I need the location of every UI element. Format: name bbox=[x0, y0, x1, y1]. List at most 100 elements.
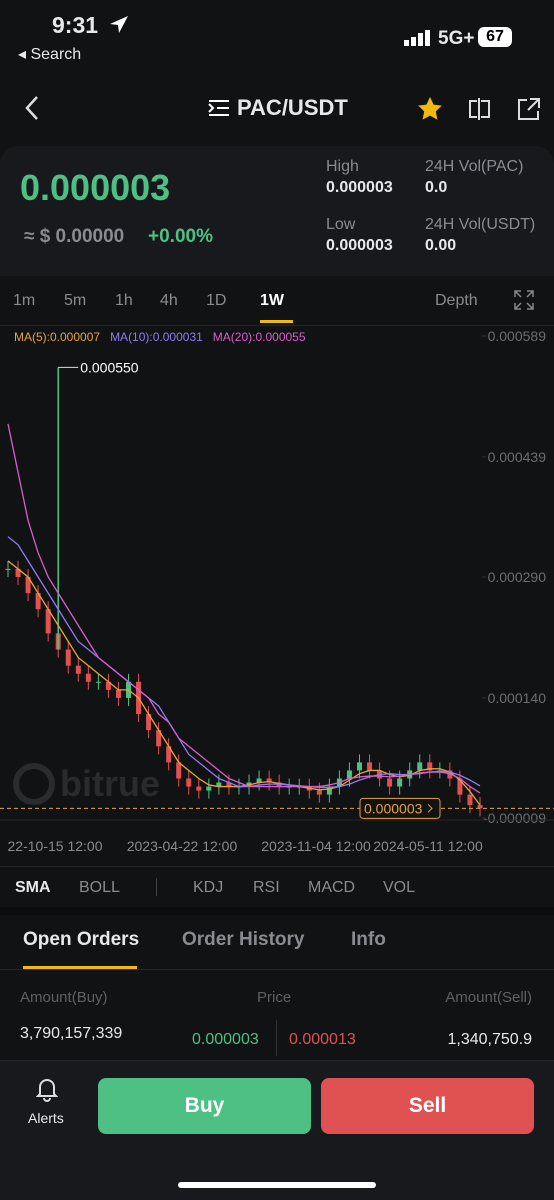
candle bbox=[346, 770, 352, 779]
candle bbox=[467, 794, 473, 806]
last-price-box bbox=[359, 797, 441, 819]
candle bbox=[196, 786, 202, 791]
candle bbox=[457, 778, 463, 795]
candle bbox=[427, 762, 433, 771]
last-price: 0.000003 bbox=[20, 167, 171, 208]
menu-icon[interactable] bbox=[207, 98, 231, 118]
back-app-label: Search bbox=[30, 46, 82, 63]
candle bbox=[447, 770, 453, 779]
high-value: 0.000003 bbox=[326, 179, 393, 196]
candle bbox=[95, 681, 101, 683]
legend-entry: MA(20):0.000055 bbox=[213, 330, 306, 344]
bid-price: 0.000003 bbox=[192, 1031, 259, 1048]
candle bbox=[266, 778, 272, 783]
col-header: Amount(Buy) bbox=[20, 989, 108, 1006]
separator bbox=[276, 1020, 277, 1056]
separator bbox=[156, 878, 157, 896]
interval-tab[interactable]: 5m bbox=[64, 292, 87, 309]
candle bbox=[25, 577, 31, 594]
indicator-tab[interactable]: MACD bbox=[308, 879, 356, 896]
candle bbox=[387, 778, 393, 787]
candle bbox=[85, 673, 91, 682]
divider bbox=[0, 325, 554, 326]
usd-price: ≈ $ 0.00000 bbox=[24, 226, 125, 247]
last-price-arrow bbox=[427, 803, 433, 813]
pair-title: PAC/USDT bbox=[237, 95, 348, 120]
active-underline bbox=[23, 966, 137, 969]
home-indicator bbox=[178, 1182, 376, 1188]
back-button[interactable] bbox=[22, 94, 42, 122]
candle bbox=[256, 778, 262, 783]
low-label: Low bbox=[326, 216, 356, 233]
y-tick-label: 0.000589 bbox=[488, 328, 547, 344]
candle bbox=[356, 762, 362, 771]
candle bbox=[176, 762, 182, 779]
share-icon[interactable] bbox=[516, 96, 542, 122]
watermark-logo bbox=[13, 763, 55, 805]
interval-tab[interactable]: 1m bbox=[13, 292, 36, 309]
order-tab-active[interactable]: Open Orders bbox=[23, 929, 140, 950]
candle bbox=[477, 805, 483, 809]
x-tick-label: 2023-11-04 12:00 bbox=[261, 838, 371, 854]
change: +0.00% bbox=[148, 226, 213, 247]
y-tick-label: 0.000290 bbox=[488, 569, 547, 585]
x-tick-label: 2023-04-22 12:00 bbox=[127, 838, 238, 854]
section-gap bbox=[0, 907, 554, 915]
y-tick-label: 0.000140 bbox=[488, 690, 547, 706]
vol-usdt-value: 0.00 bbox=[425, 237, 457, 254]
spike-label: 0.000550 bbox=[80, 359, 139, 375]
col-header: Price bbox=[257, 989, 292, 1006]
buy-amount: 3,790,157,339 bbox=[20, 1025, 123, 1042]
interval-tab-active[interactable]: 1W bbox=[260, 292, 284, 309]
battery: 67 bbox=[478, 27, 512, 47]
candle bbox=[186, 778, 192, 787]
interval-tab[interactable]: 1D bbox=[206, 292, 227, 309]
divider bbox=[0, 866, 554, 867]
location-icon bbox=[110, 16, 128, 33]
favorite-star[interactable] bbox=[417, 96, 443, 122]
candle bbox=[35, 593, 41, 610]
active-underline bbox=[260, 320, 293, 323]
order-tab[interactable]: Info bbox=[351, 929, 386, 950]
candle bbox=[65, 649, 71, 666]
indicator-tab[interactable]: RSI bbox=[253, 879, 280, 896]
candle bbox=[105, 681, 111, 690]
candle bbox=[367, 762, 373, 771]
indicator-tab[interactable]: VOL bbox=[383, 879, 416, 896]
ma-line bbox=[7, 536, 481, 789]
interval-tab[interactable]: 1h bbox=[115, 292, 133, 309]
vol-usdt-label: 24H Vol(USDT) bbox=[425, 216, 536, 233]
ma-line bbox=[7, 423, 481, 794]
candle bbox=[316, 790, 322, 795]
watermark: bitrue bbox=[60, 763, 160, 804]
x-tick-label: 2024-05-11 12:00 bbox=[373, 838, 483, 854]
vol-pac-label: 24H Vol(PAC) bbox=[425, 158, 524, 175]
candle bbox=[75, 665, 81, 674]
indicator-tab[interactable]: KDJ bbox=[193, 879, 224, 896]
indicator-tab-active[interactable]: SMA bbox=[15, 879, 51, 896]
alerts-label[interactable]: Alerts bbox=[28, 1110, 64, 1126]
compare-icon[interactable] bbox=[467, 96, 493, 122]
alerts-icon[interactable] bbox=[36, 1076, 58, 1102]
order-tab[interactable]: Order History bbox=[182, 929, 305, 950]
candle bbox=[326, 786, 332, 795]
candle bbox=[417, 762, 423, 771]
interval-tab[interactable]: 4h bbox=[160, 292, 178, 309]
back-to-app[interactable]: ◂ Search bbox=[18, 46, 82, 63]
depth-tab[interactable]: Depth bbox=[435, 292, 478, 309]
fullscreen-icon[interactable] bbox=[514, 290, 534, 310]
signal-icon bbox=[404, 30, 430, 46]
candle bbox=[397, 778, 403, 787]
candle bbox=[226, 782, 232, 787]
indicator-tab[interactable]: BOLL bbox=[79, 879, 120, 896]
sell-button[interactable]: Sell bbox=[321, 1078, 534, 1134]
candle bbox=[156, 730, 162, 747]
high-label: High bbox=[326, 158, 359, 175]
network: 5G+ bbox=[438, 28, 475, 49]
buy-button[interactable]: Buy bbox=[98, 1078, 311, 1134]
last-price-label: 0.000003 bbox=[364, 800, 423, 816]
candle bbox=[206, 786, 212, 791]
ask-price: 0.000013 bbox=[289, 1031, 356, 1048]
candle bbox=[216, 782, 222, 787]
